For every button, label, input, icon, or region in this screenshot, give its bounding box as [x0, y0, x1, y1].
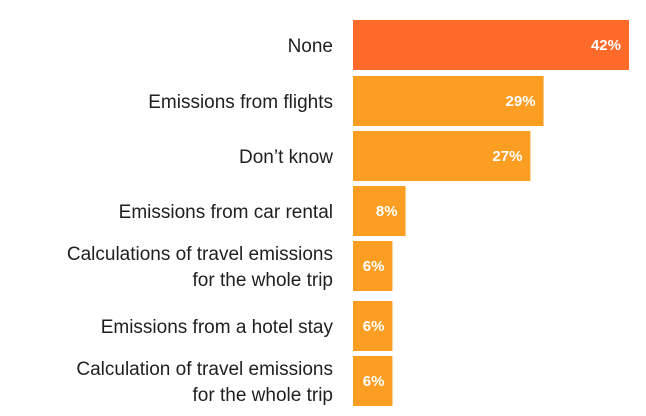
- category-label-3: Emissions from car rental: [119, 202, 333, 223]
- category-label-0: None: [288, 36, 333, 57]
- bar-5: [353, 301, 393, 351]
- category-label-6: Calculation of travel emissions for the w…: [76, 359, 333, 406]
- value-label-5: 6%: [363, 318, 385, 335]
- value-label-6: 6%: [363, 373, 385, 390]
- value-label-4: 6%: [363, 258, 385, 275]
- category-label-2: Don’t know: [239, 147, 333, 168]
- bars-group: [353, 20, 629, 406]
- bar-1: [353, 76, 544, 126]
- bar-0: [353, 20, 629, 70]
- value-label-3: 8%: [376, 203, 398, 220]
- category-label-1: Emissions from flights: [148, 92, 333, 113]
- category-labels: None Emissions from flights Don’t know Emis…: [67, 36, 334, 406]
- bar-2: [353, 131, 531, 181]
- category-label-4: Calculations of travel emissions for the …: [67, 244, 333, 291]
- bar-4: [353, 241, 393, 291]
- value-label-1: 29%: [506, 93, 536, 110]
- bar-6: [353, 356, 393, 406]
- category-label-5: Emissions from a hotel stay: [101, 317, 334, 338]
- value-label-0: 42%: [591, 37, 621, 54]
- bar-3: [353, 186, 406, 236]
- value-labels: 42% 29% 27% 8% 6% 6% 6%: [363, 37, 621, 390]
- value-label-2: 27%: [492, 148, 522, 165]
